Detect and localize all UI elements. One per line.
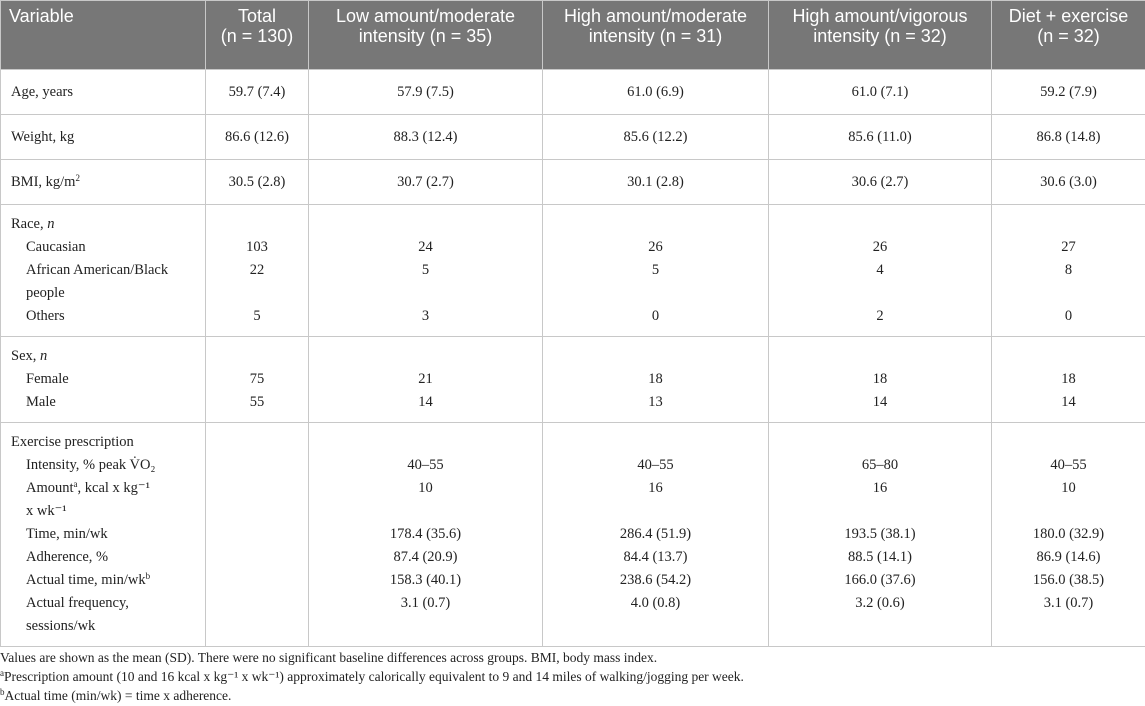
sex-total: 75 55 xyxy=(205,336,309,423)
weight-high-moderate: 85.6 (12.2) xyxy=(542,114,769,160)
header-row: Variable Total (n = 130) Low amount/mode… xyxy=(0,0,1145,70)
baseline-characteristics-table: Variable Total (n = 130) Low amount/mode… xyxy=(0,0,1145,647)
age-total: 59.7 (7.4) xyxy=(205,69,309,115)
footnote-main: Values are shown as the mean (SD). There… xyxy=(0,650,658,665)
exercise-low-moderate: 40–55 10 178.4 (35.6) 87.4 (20.9) 158.3 (40… xyxy=(308,422,543,647)
header-high-vigorous: High amount/vigorous intensity (n = 32) xyxy=(768,0,992,70)
bmi-low-moderate: 30.7 (2.7) xyxy=(308,159,543,205)
exercise-diet-exercise: 40–55 10 180.0 (32.9) 86.9 (14.6) 156.0 (38… xyxy=(991,422,1145,647)
weight-label: Weight, kg xyxy=(0,114,206,160)
race-labels: Race, n Caucasian African American/Black… xyxy=(0,204,206,337)
exercise-total xyxy=(205,422,309,647)
weight-high-vigorous: 85.6 (11.0) xyxy=(768,114,992,160)
age-high-moderate: 61.0 (6.9) xyxy=(542,69,769,115)
race-high-vigorous: 26 4 2 xyxy=(768,204,992,337)
header-high-moderate: High amount/moderate intensity (n = 31) xyxy=(542,0,769,70)
exercise-high-vigorous: 65–80 16 193.5 (38.1) 88.5 (14.1) 166.0 (37… xyxy=(768,422,992,647)
bmi-high-vigorous: 30.6 (2.7) xyxy=(768,159,992,205)
sex-high-moderate: 18 13 xyxy=(542,336,769,423)
sex-diet-exercise: 18 14 xyxy=(991,336,1145,423)
age-diet-exercise: 59.2 (7.9) xyxy=(991,69,1145,115)
row-age: Age, years 59.7 (7.4) 57.9 (7.5) 61.0 (6… xyxy=(0,69,1145,115)
age-label: Age, years xyxy=(0,69,206,115)
weight-total: 86.6 (12.6) xyxy=(205,114,309,160)
header-diet-exercise: Diet + exercise (n = 32) xyxy=(991,0,1145,70)
race-low-moderate: 24 5 3 xyxy=(308,204,543,337)
race-total: 103 22 5 xyxy=(205,204,309,337)
exercise-labels: Exercise prescription Intensity, % peak … xyxy=(0,422,206,647)
sex-labels: Sex, n Female Male xyxy=(0,336,206,423)
row-bmi: BMI, kg/m2 30.5 (2.8) 30.7 (2.7) 30.1 (2… xyxy=(0,159,1145,205)
header-low-moderate: Low amount/moderate intensity (n = 35) xyxy=(308,0,543,70)
weight-low-moderate: 88.3 (12.4) xyxy=(308,114,543,160)
exercise-high-moderate: 40–55 16 286.4 (51.9) 84.4 (13.7) 238.6 (54… xyxy=(542,422,769,647)
race-diet-exercise: 27 8 0 xyxy=(991,204,1145,337)
sex-high-vigorous: 18 14 xyxy=(768,336,992,423)
age-low-moderate: 57.9 (7.5) xyxy=(308,69,543,115)
bmi-diet-exercise: 30.6 (3.0) xyxy=(991,159,1145,205)
age-high-vigorous: 61.0 (7.1) xyxy=(768,69,992,115)
row-weight: Weight, kg 86.6 (12.6) 88.3 (12.4) 85.6 … xyxy=(0,114,1145,160)
bmi-high-moderate: 30.1 (2.8) xyxy=(542,159,769,205)
bmi-label: BMI, kg/m2 xyxy=(0,159,206,205)
row-sex: Sex, n Female Male 75 55 21 14 18 13 18 14 1… xyxy=(0,336,1145,423)
header-variable: Variable xyxy=(0,0,206,70)
footnote-a: aPrescription amount (10 and 16 kcal x k… xyxy=(0,668,744,685)
footnote-b: bActual time (min/wk) = time x adherence… xyxy=(0,687,232,704)
row-exercise-prescription: Exercise prescription Intensity, % peak … xyxy=(0,422,1145,647)
weight-diet-exercise: 86.8 (14.8) xyxy=(991,114,1145,160)
row-race: Race, n Caucasian African American/Black… xyxy=(0,204,1145,337)
header-total: Total (n = 130) xyxy=(205,0,309,70)
sex-low-moderate: 21 14 xyxy=(308,336,543,423)
table-footnotes: Values are shown as the mean (SD). There… xyxy=(0,648,1145,705)
bmi-total: 30.5 (2.8) xyxy=(205,159,309,205)
race-high-moderate: 26 5 0 xyxy=(542,204,769,337)
